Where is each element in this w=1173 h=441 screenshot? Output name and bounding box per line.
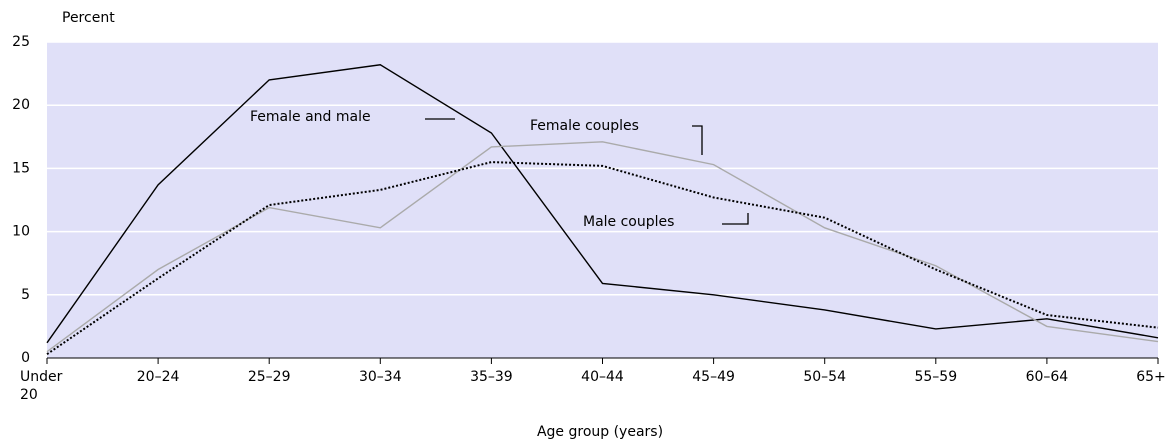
x-tick-label: 55–59 <box>914 369 958 385</box>
series-label: Female couples <box>530 118 639 134</box>
series-line <box>46 161 1159 356</box>
x-tick-label: 65+ <box>1136 369 1166 385</box>
y-axis-label: Percent <box>62 10 115 26</box>
x-axis-label: Age group (years) <box>537 424 663 440</box>
x-tick-label: 25–29 <box>247 369 291 385</box>
leader-line <box>692 125 703 155</box>
y-tick-label: 5 <box>21 287 30 303</box>
x-tick-label: Under 20 <box>20 369 63 403</box>
x-tick-label: 20–24 <box>136 369 180 385</box>
x-tick-label: 40–44 <box>581 369 624 385</box>
series-label: Female and male <box>250 109 371 125</box>
y-tick-label: 20 <box>12 97 30 113</box>
x-tick-label: 30–34 <box>358 369 402 385</box>
y-tick-label: 15 <box>12 160 30 176</box>
y-tick-label: 25 <box>12 34 30 50</box>
y-tick-label: 10 <box>12 224 30 240</box>
x-tick-label: 50–54 <box>803 369 846 385</box>
x-tick-label: 60–64 <box>1025 369 1069 385</box>
series-line <box>46 64 1159 344</box>
x-tick-label: 35–39 <box>470 369 513 385</box>
series-line <box>46 141 1159 353</box>
x-tick-label: 45–49 <box>692 369 735 385</box>
y-tick-label: 0 <box>21 350 30 366</box>
leader-line <box>722 213 749 225</box>
series-label: Male couples <box>583 214 674 230</box>
plot-area <box>47 42 1158 358</box>
